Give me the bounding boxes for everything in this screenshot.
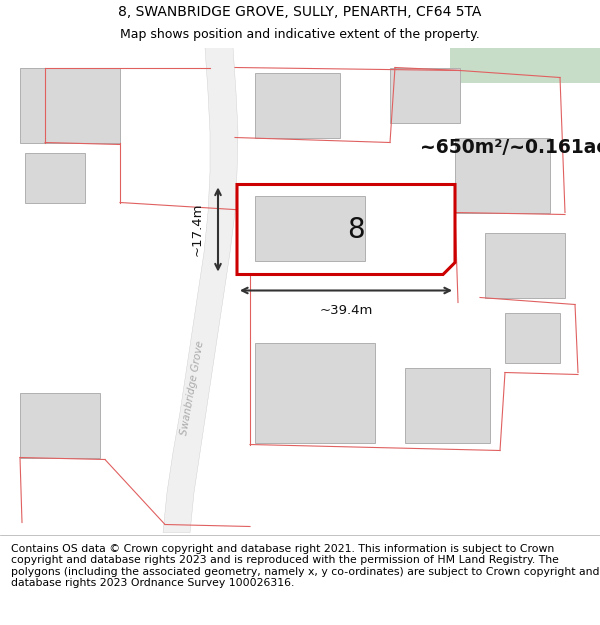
Bar [485, 232, 565, 298]
Text: ~39.4m: ~39.4m [319, 304, 373, 318]
Text: Contains OS data © Crown copyright and database right 2021. This information is : Contains OS data © Crown copyright and d… [11, 544, 599, 588]
Bar [25, 152, 85, 202]
Text: 8, SWANBRIDGE GROVE, SULLY, PENARTH, CF64 5TA: 8, SWANBRIDGE GROVE, SULLY, PENARTH, CF6… [118, 5, 482, 19]
Bar [255, 196, 365, 261]
Bar [255, 72, 340, 138]
Bar [405, 368, 490, 442]
Polygon shape [237, 184, 455, 274]
Bar [255, 342, 375, 442]
Bar [20, 68, 120, 142]
Bar [20, 392, 100, 458]
Text: ~650m²/~0.161ac.: ~650m²/~0.161ac. [420, 138, 600, 157]
Text: ~17.4m: ~17.4m [191, 202, 204, 256]
Polygon shape [450, 48, 600, 82]
Text: Map shows position and indicative extent of the property.: Map shows position and indicative extent… [120, 28, 480, 41]
Polygon shape [163, 48, 238, 532]
Text: Swanbridge Grove: Swanbridge Grove [179, 339, 205, 436]
Bar [455, 138, 550, 212]
Bar [505, 312, 560, 362]
Bar [390, 68, 460, 122]
Text: 8: 8 [347, 216, 365, 244]
